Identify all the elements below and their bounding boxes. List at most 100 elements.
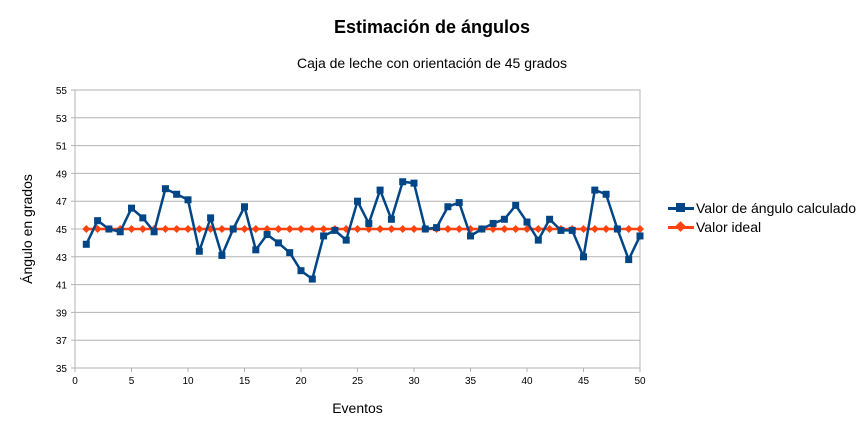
x-tick-label: 10 <box>182 376 194 387</box>
series-layer <box>82 178 644 283</box>
data-point-calculado <box>218 251 226 259</box>
data-point-ideal <box>579 225 588 233</box>
data-point-calculado <box>512 201 520 209</box>
x-tick-label: 30 <box>408 376 420 387</box>
x-tick-label: 20 <box>295 376 307 387</box>
legend-swatch-ideal <box>668 220 694 232</box>
legend-swatch-calculado <box>668 202 694 213</box>
data-point-calculado <box>241 203 248 211</box>
data-point-calculado <box>308 275 316 283</box>
data-point-calculado <box>94 217 102 225</box>
data-point-calculado <box>161 185 169 193</box>
data-point-ideal <box>127 225 136 233</box>
data-point-calculado <box>613 225 621 233</box>
data-point-ideal <box>285 225 294 233</box>
data-point-calculado <box>116 228 124 236</box>
data-point-calculado <box>534 236 542 244</box>
data-point-calculado <box>433 224 441 232</box>
data-point-ideal <box>534 225 543 233</box>
x-tick-label: 5 <box>129 376 135 387</box>
data-point-ideal <box>172 225 181 233</box>
data-point-ideal <box>602 225 611 233</box>
data-point-ideal <box>410 225 418 233</box>
y-tick-label: 55 <box>56 86 68 97</box>
data-point-calculado <box>128 204 135 212</box>
tick-labels: 35 37 39 41 43 45 47 49 51 53 55 0 5 10 15 20 25 30 35 40 45… <box>56 86 646 387</box>
x-tick-label: 0 <box>72 376 78 387</box>
data-point-calculado <box>195 247 203 255</box>
data-point-calculado <box>580 253 587 261</box>
x-tick-label: 50 <box>634 376 646 387</box>
data-point-ideal <box>387 225 396 233</box>
legend: Valor de ángulo calculado Valor ideal <box>668 198 856 236</box>
y-tick-label: 45 <box>56 225 68 236</box>
data-point-calculado <box>274 239 282 247</box>
data-point-ideal <box>184 225 192 233</box>
x-tick-label: 25 <box>352 376 364 387</box>
data-point-ideal <box>353 225 362 233</box>
x-tick-label: 15 <box>239 376 251 387</box>
data-point-ideal <box>545 225 554 233</box>
data-point-ideal <box>398 225 407 233</box>
y-axis-label: Ángulo en grados <box>19 174 35 284</box>
x-tick-label: 35 <box>465 376 477 387</box>
y-tick-label: 37 <box>56 336 68 347</box>
data-point-ideal <box>217 225 226 233</box>
data-point-calculado <box>354 197 361 205</box>
data-point-calculado <box>286 249 294 257</box>
data-point-ideal <box>511 225 520 233</box>
data-point-calculado <box>467 232 474 240</box>
data-point-ideal <box>319 225 328 233</box>
data-point-ideal <box>489 225 498 233</box>
data-point-ideal <box>195 225 204 233</box>
data-point-calculado <box>173 190 181 198</box>
y-tick-label: 53 <box>56 114 68 125</box>
data-point-ideal <box>240 225 249 233</box>
chart-subtitle: Caja de leche con orientación de 45 grad… <box>296 55 568 71</box>
data-point-ideal <box>308 225 317 233</box>
data-point-calculado <box>410 179 418 187</box>
data-point-ideal <box>500 225 509 233</box>
data-point-ideal <box>161 225 170 233</box>
data-point-ideal <box>138 225 147 233</box>
data-point-calculado <box>500 215 508 223</box>
data-point-calculado <box>297 267 305 275</box>
data-point-calculado <box>184 196 192 204</box>
y-tick-label: 41 <box>56 281 68 292</box>
y-tick-label: 43 <box>56 253 68 264</box>
data-point-calculado <box>602 190 610 198</box>
data-point-calculado <box>546 215 554 223</box>
data-point-calculado <box>625 256 633 264</box>
y-tick-label: 47 <box>56 197 68 208</box>
data-point-ideal <box>590 225 599 233</box>
legend-item-calculado: Valor de ángulo calculado <box>668 198 856 217</box>
data-point-calculado <box>207 214 215 222</box>
data-point-calculado <box>591 186 599 194</box>
data-point-calculado <box>320 232 328 240</box>
data-point-ideal <box>364 225 373 233</box>
data-point-calculado <box>557 226 565 234</box>
data-point-ideal <box>251 225 260 233</box>
y-tick-label: 39 <box>56 308 68 319</box>
data-point-calculado <box>263 231 271 239</box>
data-point-calculado <box>331 226 339 234</box>
data-point-ideal <box>636 225 644 233</box>
data-point-calculado <box>229 225 237 233</box>
data-point-calculado <box>478 225 486 233</box>
legend-item-ideal: Valor ideal <box>668 217 856 236</box>
data-point-calculado <box>455 199 463 207</box>
data-point-calculado <box>636 232 644 240</box>
data-point-ideal <box>443 225 452 233</box>
data-point-calculado <box>139 214 147 222</box>
x-tick-label: 45 <box>578 376 590 387</box>
data-point-calculado <box>523 218 531 226</box>
legend-label-ideal: Valor ideal <box>696 218 762 235</box>
data-point-ideal <box>263 225 272 233</box>
data-point-calculado <box>444 203 452 211</box>
series-line-calculado <box>85 180 642 281</box>
y-tick-label: 49 <box>56 169 68 180</box>
data-point-ideal <box>297 225 305 233</box>
data-point-calculado <box>252 246 260 254</box>
data-point-ideal <box>624 225 633 233</box>
